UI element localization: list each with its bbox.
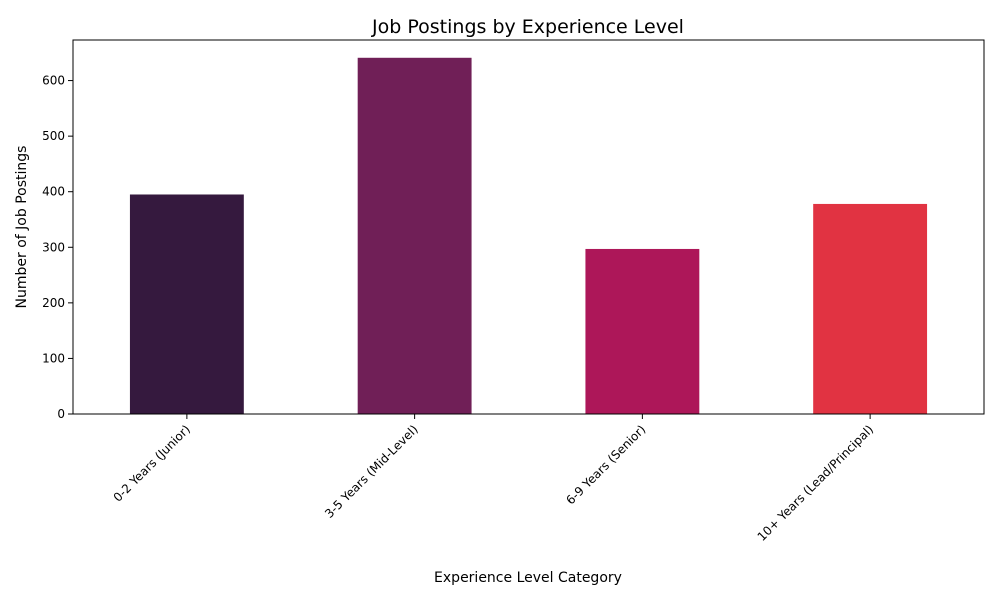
bar bbox=[585, 248, 700, 414]
y-tick-label: 0 bbox=[57, 407, 65, 421]
x-tick-label: 0-2 Years (Junior) bbox=[111, 422, 193, 504]
y-tick-label: 200 bbox=[42, 296, 65, 310]
bar bbox=[129, 194, 244, 414]
x-axis-ticks: 0-2 Years (Junior) 3-5 Years (Mid-Level) 6… bbox=[111, 414, 877, 544]
x-tick-label: 3-5 Years (Mid-Level) bbox=[322, 422, 421, 521]
bar bbox=[357, 57, 472, 415]
y-axis-ticks: 0 100 200 300 400 500 600 bbox=[42, 74, 73, 421]
y-axis-label: Number of Job Postings bbox=[14, 146, 30, 309]
bar bbox=[813, 203, 928, 414]
y-tick-label: 400 bbox=[42, 185, 65, 199]
y-tick-label: 300 bbox=[42, 240, 65, 254]
x-axis-label: Experience Level Category bbox=[434, 570, 622, 586]
y-tick-label: 600 bbox=[42, 74, 65, 88]
plot-frame bbox=[72, 39, 985, 415]
y-tick-label: 100 bbox=[42, 351, 65, 365]
x-tick-label: 6-9 Years (Senior) bbox=[563, 422, 648, 507]
x-tick-label: 10+ Years (Lead/Principal) bbox=[755, 422, 877, 544]
y-tick-label: 500 bbox=[42, 129, 65, 143]
chart-title: Job Postings by Experience Level bbox=[371, 16, 684, 38]
bars-group bbox=[129, 57, 928, 415]
